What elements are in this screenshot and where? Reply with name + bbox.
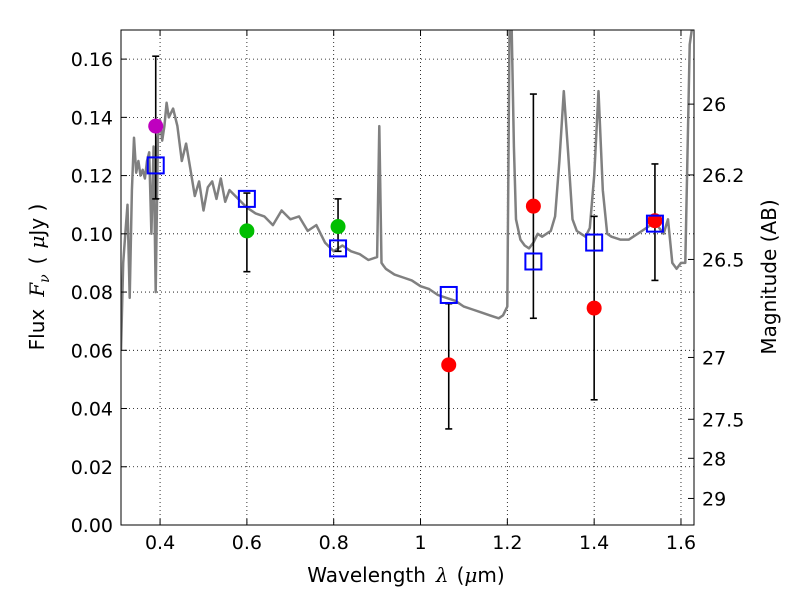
sed-model-line (121, 30, 694, 351)
model-photometry-point (439, 285, 458, 304)
x-tick-label: 0.4 (145, 532, 175, 554)
y-tick-label: 0.12 (71, 166, 113, 188)
model-photometry-point (585, 233, 604, 252)
y-tick-label: 0.08 (71, 282, 113, 304)
y2-tick-label: 27.5 (702, 409, 744, 431)
model-photometry-points (146, 156, 664, 304)
y-tick-label: 0.04 (71, 399, 113, 421)
y2-axis-label: Magnitude (AB) (757, 199, 781, 354)
error-bars (152, 55, 659, 430)
x-tick-label: 1.2 (492, 532, 522, 554)
observed-point (330, 219, 346, 235)
observed-point (586, 300, 602, 316)
x-tick-label: 1 (414, 532, 426, 554)
model-photometry-point (524, 252, 543, 271)
x-tick-label: 0.8 (319, 532, 349, 554)
sed-model-series (121, 30, 694, 351)
y2-tick-label: 26.2 (702, 165, 744, 187)
model-photometry-point (645, 214, 664, 233)
y2-tick-label: 27 (702, 347, 726, 369)
x-tick-label: 1.4 (579, 532, 609, 554)
y2-tick-label: 28 (702, 448, 726, 470)
model-photometry-point (237, 189, 256, 208)
observed-point (441, 357, 457, 373)
y-axis-ticks: 0.00 0.02 0.04 0.06 0.08 0.10 0.12 0.14 0.16 (71, 49, 127, 537)
x-axis-label: Wavelength λ (μm) (307, 563, 504, 587)
x-tick-label: 0.6 (232, 532, 262, 554)
y-axis-label: FluxFν(μJy ) (25, 204, 53, 351)
x-tick-label: 1.6 (666, 532, 696, 554)
observed-point (148, 118, 164, 134)
y2-tick-label: 26.5 (702, 249, 744, 271)
model-photometry-point (146, 156, 165, 175)
observed-point (239, 223, 255, 239)
y-tick-label: 0.16 (71, 49, 113, 71)
x-axis-ticks: 0.4 0.6 0.8 1 1.2 1.4 1.6 (145, 30, 696, 554)
y-tick-label: 0.14 (71, 107, 113, 129)
y2-tick-label: 26 (702, 94, 726, 116)
y-tick-label: 0.02 (71, 457, 113, 479)
observed-points (148, 118, 663, 373)
model-photometry-point (329, 239, 348, 258)
grid-lines (121, 30, 694, 525)
y2-axis-ticks: 26 26.2 26.5 27 27.5 28 29 (688, 94, 744, 510)
plot-frame (120, 29, 695, 526)
y-tick-label: 0.10 (71, 224, 113, 246)
observed-point (525, 198, 541, 214)
observed-point (647, 213, 663, 229)
y-tick-label: 0.00 (71, 515, 113, 537)
y-tick-label: 0.06 (71, 340, 113, 362)
y2-tick-label: 29 (702, 488, 726, 510)
